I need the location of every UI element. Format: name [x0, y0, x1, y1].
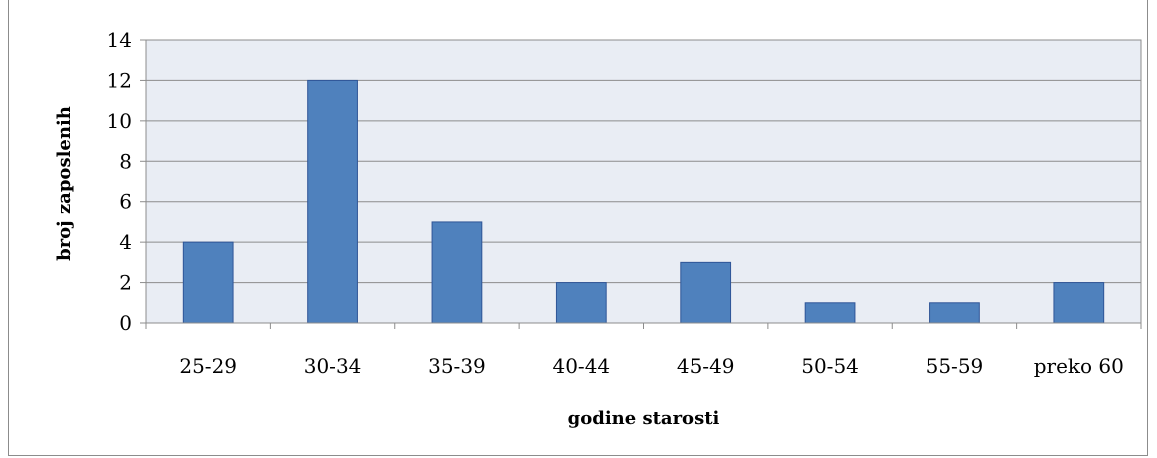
bar-50-54 — [804, 302, 856, 324]
bar-preko-60 — [1053, 282, 1105, 324]
y-tick-label: 14 — [107, 28, 132, 52]
x-tick-label: 55-59 — [926, 354, 984, 378]
y-tick-label: 6 — [119, 190, 132, 214]
plot-area — [145, 39, 1142, 324]
x-tick-label: 45-49 — [677, 354, 735, 378]
y-tick-label: 4 — [119, 230, 132, 254]
y-tick-label: 10 — [107, 109, 132, 133]
y-tick-label: 8 — [119, 149, 132, 173]
y-axis-title: broj zaposlenih — [54, 106, 75, 261]
bar-45-49 — [680, 261, 732, 324]
x-tick-label: 50-54 — [801, 354, 859, 378]
x-tick-label: 40-44 — [552, 354, 610, 378]
y-tick-label: 0 — [119, 311, 132, 335]
bar-55-59 — [929, 302, 980, 324]
bar-40-44 — [555, 282, 607, 324]
x-tick-labels: 25-29 30-34 35-39 40-44 45-49 50-54 55-59 preko… — [179, 354, 1124, 378]
y-tick-labels: 0 2 4 6 8 10 12 14 — [107, 28, 132, 335]
chart-frame — [8, 0, 1148, 456]
bar-30-34 — [307, 79, 358, 324]
x-axis-title: godine starosti — [568, 408, 720, 429]
y-tick-label: 2 — [119, 271, 132, 295]
bars — [182, 79, 1105, 324]
axes — [140, 39, 1142, 329]
bar-25-29 — [182, 241, 234, 324]
x-tick-label: 30-34 — [304, 354, 362, 378]
x-tick-label: 35-39 — [428, 354, 486, 378]
y-tick-label: 12 — [107, 68, 132, 92]
x-tick-label: 25-29 — [179, 354, 237, 378]
bar-35-39 — [431, 221, 483, 324]
x-tick-label: preko 60 — [1034, 354, 1124, 378]
